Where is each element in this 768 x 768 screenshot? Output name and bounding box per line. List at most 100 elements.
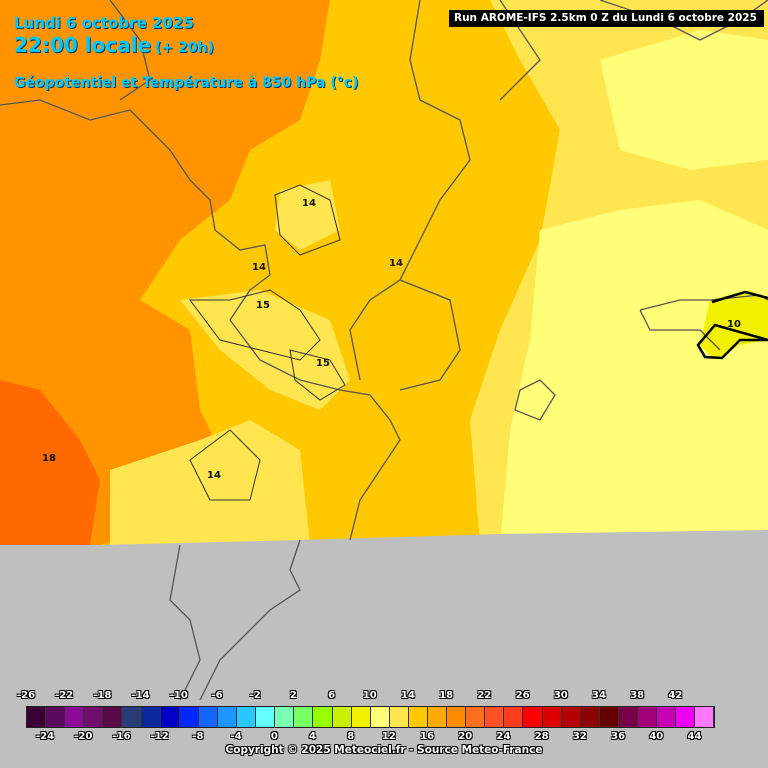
color-scale-cell [676, 707, 696, 727]
color-scale-cell [695, 707, 715, 727]
legend-tick: 34 [592, 690, 606, 701]
orange-zone [0, 0, 300, 545]
color-scale-cell [485, 707, 505, 727]
color-scale-cell [217, 707, 238, 727]
forecast-date: Lundi 6 octobre 2025 [14, 14, 194, 32]
color-scale-cell [542, 707, 562, 727]
yellow-patch-south [110, 420, 310, 545]
color-scale-cell [504, 707, 524, 727]
color-scale-cell [332, 707, 352, 727]
color-scale-cell [65, 707, 85, 727]
color-scale-cell [351, 707, 371, 727]
isotherm-label: 14 [302, 198, 316, 209]
parameter-title: Géopotentiel et Température à 850 hPa (°… [14, 75, 359, 91]
legend-tick: 12 [381, 731, 396, 742]
legend-tick: -14 [131, 690, 150, 701]
color-scale-cell [657, 707, 677, 727]
legend-tick: -10 [169, 690, 188, 701]
legend-tick: 40 [649, 731, 664, 742]
color-scale-cell [46, 707, 66, 727]
color-scale-cell [618, 707, 638, 727]
legend-tick: 32 [572, 731, 587, 742]
isotherm-10-contour [696, 290, 768, 360]
local-time: 22:00 locale [14, 33, 151, 57]
color-scale-cell [275, 707, 295, 727]
legend-top-ticks: -26 -22 -18 -14 -10 -6 -2 2 6 10 14 18 22 26 30 34 38 42 [0, 690, 768, 704]
legend-tick: 44 [687, 731, 702, 742]
legend-tick: -26 [16, 690, 36, 701]
isotherm-label: 15 [256, 300, 270, 311]
legend-tick: -20 [74, 731, 93, 742]
isotherm-label: 15 [316, 358, 330, 369]
outside-domain [0, 545, 768, 768]
legend-tick: 14 [401, 690, 415, 701]
isotherm-label: 10 [727, 319, 741, 330]
paler-yellow-ne [600, 30, 768, 170]
legend-tick: 22 [477, 690, 492, 701]
legend-tick: 38 [630, 690, 645, 701]
color-scale-cell [84, 707, 104, 727]
isotherm-label: 14 [207, 470, 221, 481]
yellow-patch-north [275, 180, 340, 250]
run-banner: Run AROME-IFS 2.5km 0 Z du Lundi 6 octob… [449, 10, 764, 27]
legend-tick: 28 [534, 731, 549, 742]
color-scale-cell [466, 707, 486, 727]
color-scale-cell [599, 707, 619, 727]
yellow-patch-center [180, 290, 350, 410]
isotherm-label: 14 [252, 262, 266, 273]
legend-tick: 0 [270, 731, 278, 742]
color-scale-cell [561, 707, 581, 727]
color-scale-cell [523, 707, 543, 727]
legend-tick: 24 [496, 731, 511, 742]
color-scale-cell [122, 707, 142, 727]
color-scale-cell [427, 707, 448, 727]
color-scale-cell [198, 707, 218, 727]
legend-tick: 6 [328, 690, 336, 701]
color-scale-cell [294, 707, 314, 727]
isotherm-label: 14 [389, 258, 403, 269]
color-scale-cell [103, 707, 123, 727]
copyright-notice: Copyright © 2025 Meteociel.fr - Source M… [225, 744, 543, 756]
color-scale-cell [141, 707, 161, 727]
legend-tick: 42 [668, 690, 683, 701]
legend-tick: -12 [150, 731, 169, 742]
legend-tick: 2 [289, 690, 297, 701]
legend-tick: -4 [230, 731, 242, 742]
legend-bottom-ticks: -24 -20 -16 -12 -8 -4 0 4 8 12 16 20 24 28 32 36 40 44 [0, 731, 768, 745]
color-scale-cell [447, 707, 467, 727]
legend-tick: -16 [112, 731, 131, 742]
legend-tick: 26 [515, 690, 530, 701]
legend-tick: 20 [458, 731, 473, 742]
legend-tick: -6 [211, 690, 223, 701]
legend-tick: -8 [192, 731, 204, 742]
color-scale-cell [256, 707, 276, 727]
color-scale-cell [580, 707, 600, 727]
color-scale-cell [408, 707, 428, 727]
legend-tick: 30 [553, 690, 568, 701]
isotherm-lines [189, 184, 346, 501]
forecast-time: 22:00 locale (+ 20h) [14, 33, 214, 57]
color-scale-cell [179, 707, 199, 727]
color-scale-cell [27, 707, 47, 727]
legend-tick: 36 [611, 731, 626, 742]
color-scale-cell [370, 707, 390, 727]
dark-orange-zone [0, 380, 100, 545]
orange-zone-north [220, 0, 330, 120]
color-scale-cell [237, 707, 257, 727]
legend-tick: -24 [36, 731, 55, 742]
legend-tick: -2 [249, 690, 261, 701]
domain-edge [0, 530, 768, 560]
color-scale-cell [638, 707, 658, 727]
legend-tick: 16 [420, 731, 435, 742]
lead-time: (+ 20h) [155, 40, 214, 56]
color-scale-cell [160, 707, 180, 727]
paler-yellow-zone [500, 200, 768, 545]
lime-zone [700, 290, 768, 360]
color-scale-bar [26, 706, 716, 728]
legend-tick: -22 [55, 690, 74, 701]
color-scale-cell [313, 707, 333, 727]
legend-tick: 4 [309, 731, 316, 742]
isotherm-label: 18 [42, 453, 56, 464]
legend-tick: 8 [347, 731, 355, 742]
